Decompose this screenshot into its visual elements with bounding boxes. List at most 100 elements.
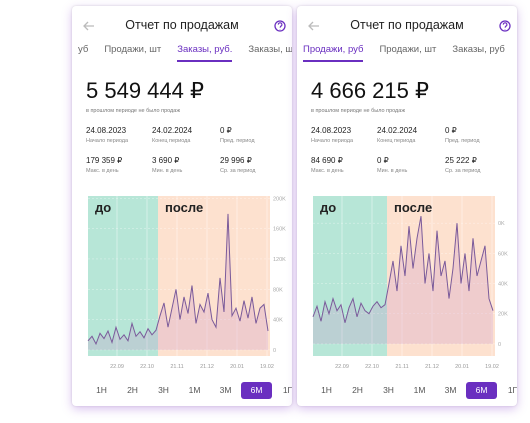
stat-label: Начало периода (311, 138, 354, 144)
stat-value: 0 ₽ (377, 156, 389, 165)
stat-value: 25 222 ₽ (445, 156, 477, 165)
region-label: после (165, 200, 203, 215)
tabs: уб Продажи, шт Заказы, руб. Заказы, шт. (72, 44, 292, 62)
x-tick-label: 22.10 (365, 364, 379, 368)
tab[interactable]: Продажи, шт (379, 44, 437, 55)
line (87, 213, 269, 346)
x-tick-label: 20.01 (455, 364, 469, 368)
period-button[interactable]: 6М (241, 382, 272, 399)
y-tick-label: 0 (273, 348, 276, 354)
period-button[interactable]: 1Н (96, 385, 107, 395)
y-tick-label: 60K (498, 251, 508, 257)
line (312, 216, 494, 323)
total-value: 5 549 444 ₽ (86, 78, 204, 103)
back-arrow[interactable] (83, 21, 94, 31)
period-buttons: 1Н 2Н 3Н 1М 3М 6М 1Г (311, 382, 517, 399)
title: Отчет по продажам (125, 18, 239, 32)
tab[interactable]: Продажи, шт (104, 44, 162, 55)
y-tick-label: 0 (498, 342, 501, 348)
tabs: Продажи, руб Продажи, шт Заказы, руб (297, 44, 517, 62)
help-icon[interactable] (499, 20, 511, 32)
x-tick-label: 22.09 (335, 364, 349, 368)
help-mark (502, 22, 508, 30)
x-tick-label: 19.02 (260, 364, 274, 368)
y-tick-label: 120K (273, 257, 286, 263)
period-button[interactable]: 3М (444, 385, 457, 395)
stat-value: 3 690 ₽ (152, 156, 180, 165)
y-tick-label: 20K (498, 312, 508, 318)
x-tick-label: 22.09 (110, 364, 124, 368)
stat-value: 179 359 ₽ (86, 156, 123, 165)
note: в прошлом периоде не было продаж (311, 108, 406, 114)
region-label: до (320, 200, 336, 215)
region (313, 196, 387, 356)
region-label: после (394, 200, 432, 215)
period-button[interactable]: 1Г (282, 385, 292, 395)
area (88, 213, 268, 350)
period-button[interactable]: 2Н (127, 385, 138, 395)
tab[interactable]: уб (78, 44, 89, 55)
total-value: 4 666 215 ₽ (311, 78, 429, 103)
stat-label: Начало периода (86, 138, 129, 144)
period-button[interactable]: 3Н (158, 385, 169, 395)
chart: 22.09 22.10 21.11 21.12 20.01 19.02 200K 160K 12… (87, 196, 286, 368)
stat-value: 0 ₽ (220, 126, 232, 135)
stat-value: 29 996 ₽ (220, 156, 252, 165)
help-mark (277, 22, 283, 30)
y-tick-label: 80K (273, 287, 283, 293)
note: в прошлом периоде не было продаж (86, 108, 181, 114)
back-arrow[interactable] (308, 21, 319, 31)
period-button[interactable]: 2Н (352, 385, 363, 395)
tab[interactable]: Заказы, руб. (177, 44, 233, 62)
y-tick-label: 200K (273, 196, 286, 202)
y-tick-label: 160K (273, 227, 286, 233)
stat-label: Макс. в день (86, 168, 119, 174)
stat-label: Пред. период (445, 138, 480, 144)
period-buttons: 1Н 2Н 3Н 1М 3М 6М 1Г (86, 382, 292, 399)
help-icon[interactable] (274, 20, 286, 32)
stat-value: 84 690 ₽ (311, 156, 343, 165)
report-panel: Отчет по продажам Продажи, руб Продажи, шт… (297, 6, 517, 406)
y-tick-label: 0K (498, 221, 505, 227)
x-tick-label: 21.11 (395, 364, 408, 368)
region (88, 196, 158, 356)
stat-value: 24.08.2023 (86, 126, 127, 135)
stat-label: Конец периода (377, 138, 416, 144)
x-tick-label: 20.01 (230, 364, 244, 368)
stat-label: Мин. в день (152, 168, 183, 174)
region-label: до (95, 200, 111, 215)
x-tick-label: 21.12 (425, 364, 439, 368)
x-tick-label: 19.02 (485, 364, 499, 368)
stat-label: Ср. за период (445, 168, 481, 174)
area (313, 216, 493, 344)
chart: 22.09 22.10 21.11 21.12 20.01 19.02 0K 60K 40K 20… (312, 196, 508, 368)
period-button[interactable]: 1Г (507, 385, 517, 395)
stat-label: Мин. в день (377, 168, 408, 174)
period-button[interactable]: 3Н (383, 385, 394, 395)
period-button[interactable]: 1Н (321, 385, 332, 395)
stat-label: Конец периода (152, 138, 191, 144)
x-tick-label: 21.12 (200, 364, 214, 368)
period-button[interactable]: 6М (466, 382, 497, 399)
tab[interactable]: Заказы, шт. (248, 44, 292, 55)
stat-value: 24.02.2024 (152, 126, 193, 135)
title: Отчет по продажам (350, 18, 464, 32)
header-icons (308, 20, 511, 32)
stat-value: 24.08.2023 (311, 126, 352, 135)
period-button[interactable]: 3М (219, 385, 232, 395)
report-panel: Отчет по продажам уб Продажи, шт Заказы, ру… (72, 6, 292, 406)
stat-label: Макс. в день (311, 168, 344, 174)
tab[interactable]: Продажи, руб (303, 44, 364, 62)
stat-label: Ср. за период (220, 168, 256, 174)
header-icons (83, 20, 286, 32)
x-tick-label: 21.11 (170, 364, 183, 368)
tab[interactable]: Заказы, руб (452, 44, 505, 55)
period-button[interactable]: 1М (413, 385, 426, 395)
y-tick-label: 40K (498, 282, 508, 288)
stat-label: Пред. период (220, 138, 255, 144)
stat-value: 0 ₽ (445, 126, 457, 135)
period-button[interactable]: 1М (188, 385, 201, 395)
x-tick-label: 22.10 (140, 364, 154, 368)
region (158, 196, 270, 356)
